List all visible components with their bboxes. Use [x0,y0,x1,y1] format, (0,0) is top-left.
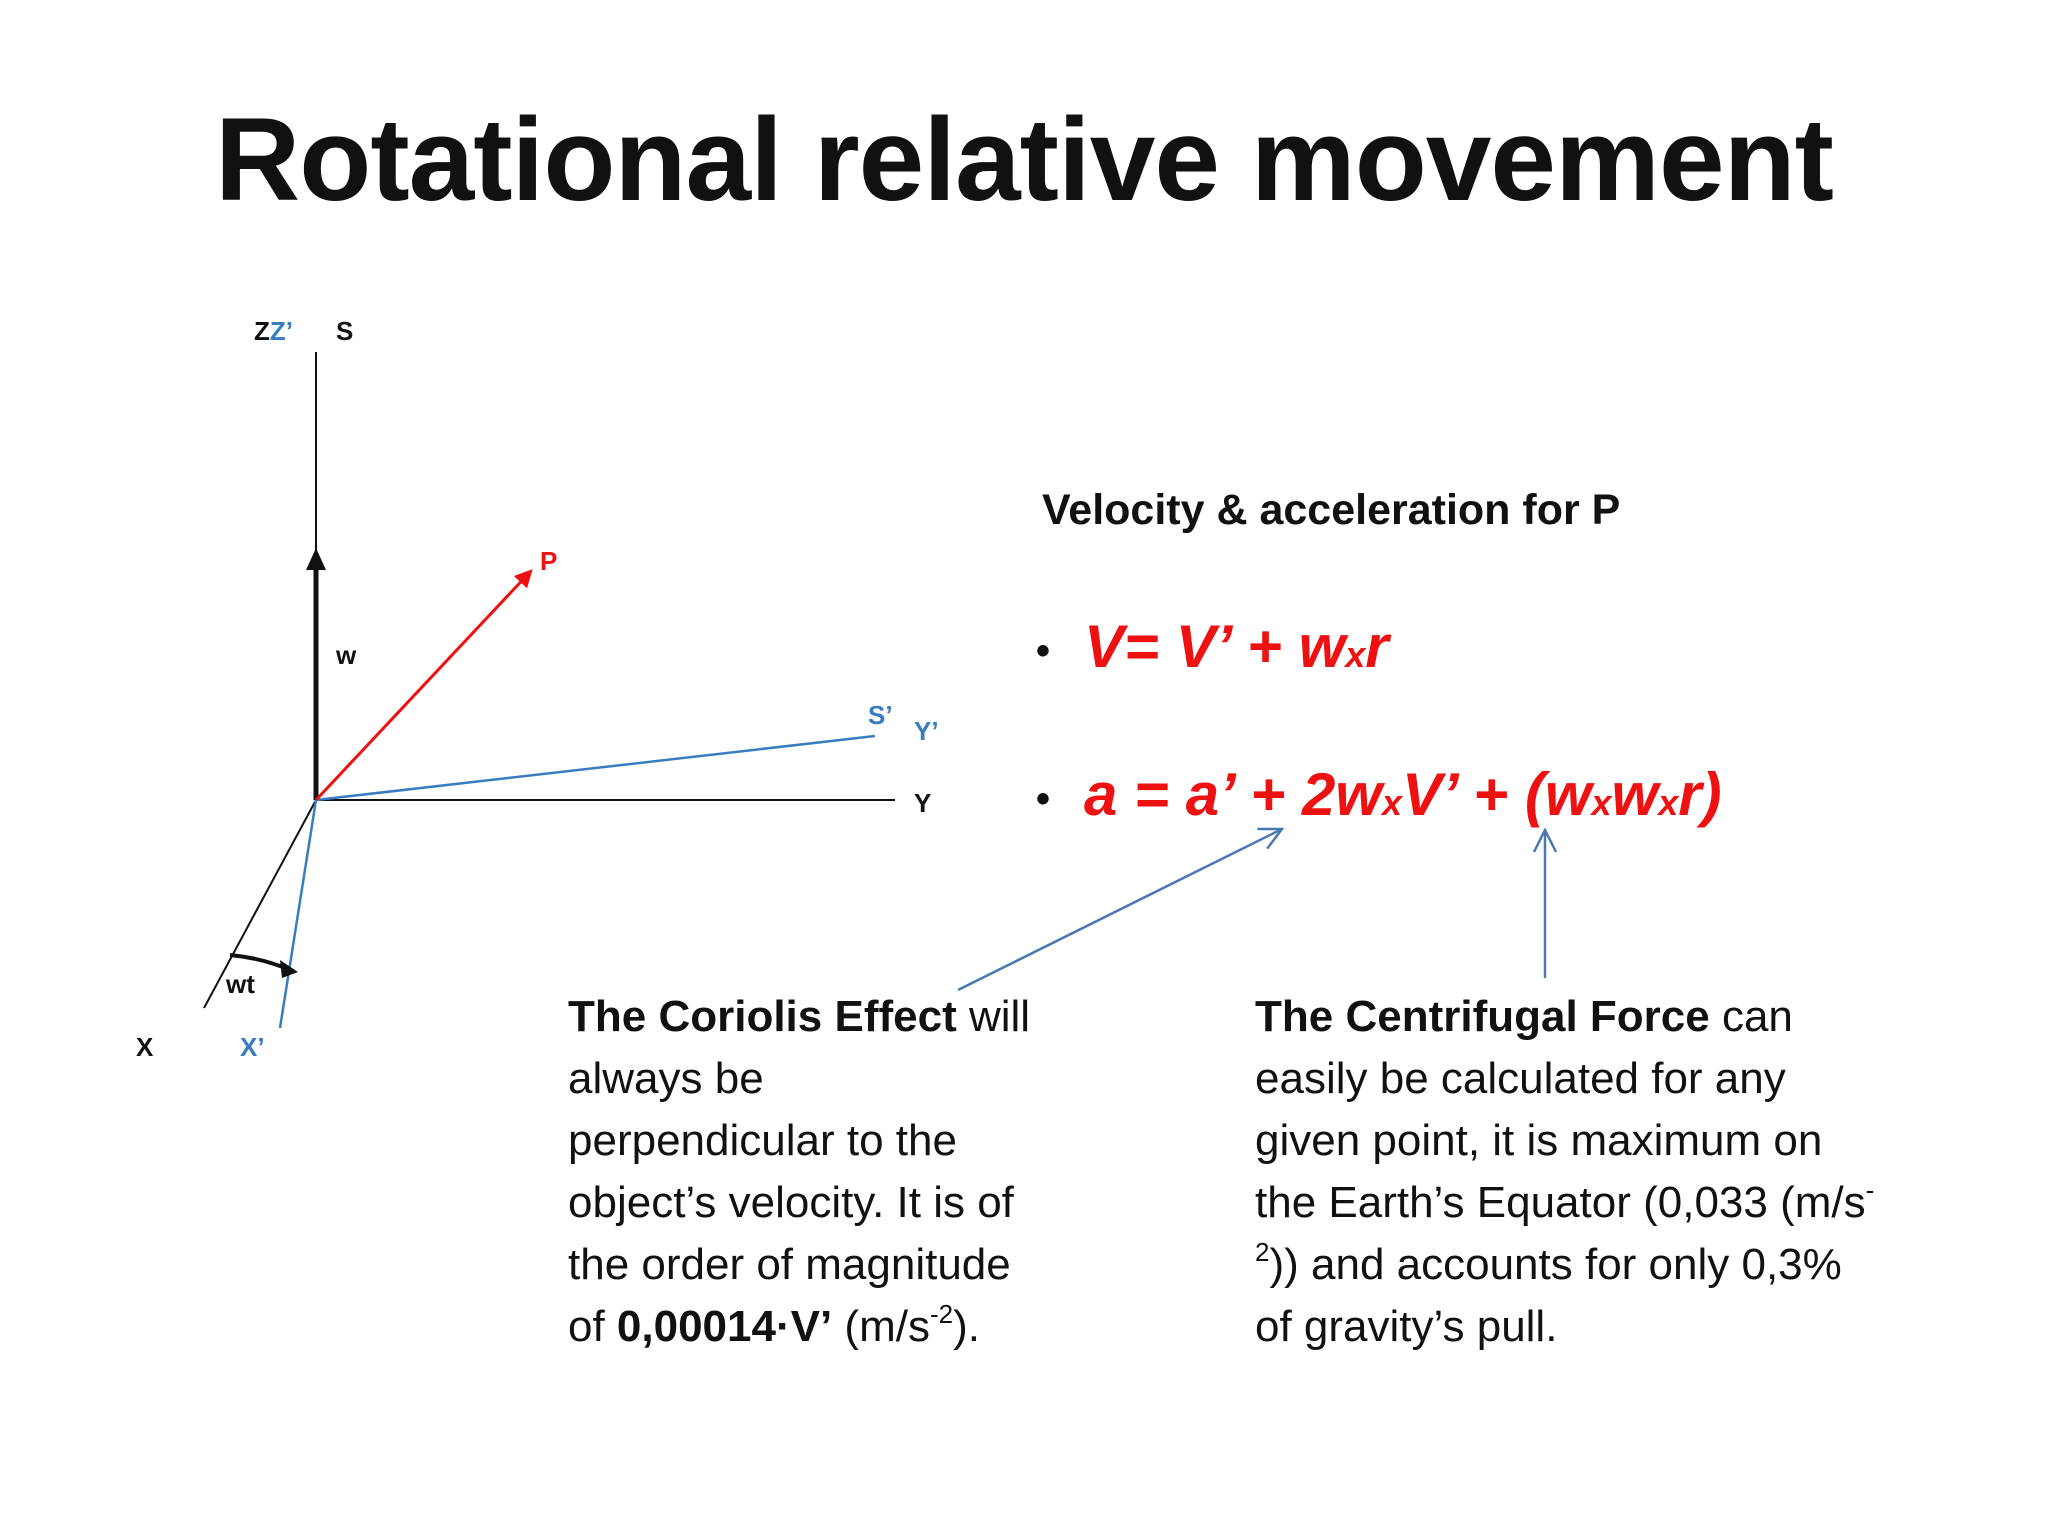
a-formula-part-d: r) [1678,761,1722,828]
acceleration-formula: • a = a’ + 2wxV’ + (wxwxr) [1036,760,1722,838]
velocity-formula: • V= V’ + wxr [1036,612,1389,690]
x-prime-label: X’ [240,1032,265,1062]
coriolis-unit-exponent: -2 [929,1299,954,1329]
cross-product-sign: x [1658,782,1679,823]
coriolis-title: The Coriolis Effect [568,992,957,1041]
coriolis-text: will always be perpendicular to the obje… [568,992,1031,1351]
y-prime-axis [315,734,876,802]
a-formula-part-a: a = a’ + 2w [1084,761,1382,828]
w-arrowhead [306,548,326,570]
cross-product-sign: x [1591,782,1612,823]
coriolis-pointer-arrow [957,829,1282,992]
z-label: ZZ’ [254,316,293,346]
v-formula-part-b: r [1365,613,1389,680]
y-label: Y [914,788,931,818]
v-formula-part-a: V= V’ + w [1084,613,1346,680]
centrifugal-title: The Centrifugal Force [1255,992,1710,1041]
cross-product-sign: x [1345,634,1366,675]
velocity-heading: Velocity & acceleration for P [1042,486,1621,534]
a-formula-part-b: V’ + (w [1402,761,1592,828]
z-label-part: Z [254,316,270,346]
s-label: S [336,316,353,346]
centrifugal-note: The Centrifugal Force can easily be calc… [1255,986,1875,1358]
wt-label: wt [225,969,255,999]
p-vector [314,569,533,802]
centrifugal-text-a: can easily be calculated for any given p… [1255,992,1866,1227]
z-prime-label-part: Z’ [270,316,293,346]
bullet: • [1036,629,1051,674]
a-formula-part-c: w [1611,761,1659,828]
centrifugal-text-b: )) and accounts for only 0,3% of gravity… [1255,1240,1842,1351]
centrifugal-exponent: -2 [1255,1175,1875,1267]
bullet: • [1036,777,1051,822]
x-axis [203,799,317,1009]
coriolis-note: The Coriolis Effect will always be perpe… [568,986,1038,1358]
x-label: X [136,1032,154,1062]
x-prime-axis [278,799,318,1029]
coriolis-unit-b: ). [953,1302,980,1351]
y-prime-label: Y’ [914,716,939,746]
s-prime-label: S’ [868,700,893,730]
wt-arrowhead [280,960,298,978]
slide-title: Rotational relative movement [215,94,1834,226]
coriolis-value: 0,00014·V’ [616,1302,833,1351]
coriolis-unit-a: (m/s [832,1302,930,1351]
p-label: P [540,546,557,576]
w-label: w [335,640,357,670]
cross-product-sign: x [1381,782,1403,823]
